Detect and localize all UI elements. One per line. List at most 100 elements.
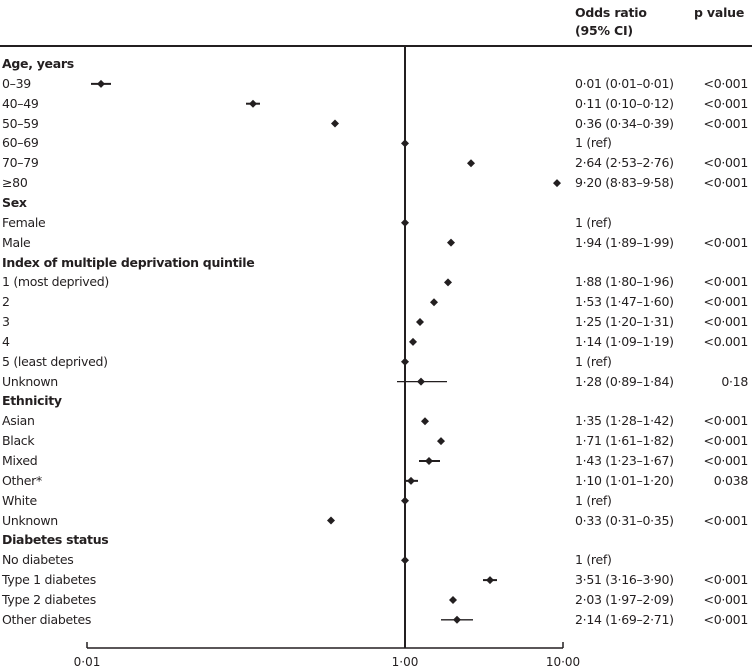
row-label: Female [2,214,46,230]
odds-ratio-value: 1·25 (1·20–1·31) [575,314,674,330]
point-estimate-marker [401,139,409,148]
point-estimate-marker [407,476,415,485]
point-estimate-marker [430,298,438,307]
point-estimate-marker [486,576,494,585]
odds-ratio-value: 1·14 (1·09–1·19) [575,333,674,349]
p-value: <0·001 [703,433,749,449]
row-label: 60–69 [2,135,39,151]
section-heading: Sex [2,194,27,210]
point-estimate-marker [553,179,561,188]
point-estimate-marker [97,79,105,88]
p-value: <0·001 [703,234,749,250]
odds-ratio-value: 0·11 (0·10–0·12) [575,95,674,111]
point-estimate-marker [421,417,429,426]
p-value: <0·001 [703,95,749,111]
odds-ratio-value: 1 (ref) [575,353,612,369]
row-label: 70–79 [2,155,39,171]
odds-ratio-value: 0·01 (0·01–0·01) [575,75,674,91]
or-header-line1: Odds ratio [575,5,647,20]
point-estimate-marker [401,357,409,366]
point-estimate-marker [401,218,409,227]
point-estimate-marker [331,119,339,128]
p-value: <0·001 [703,453,749,468]
row-label: Other* [2,472,42,488]
row-label: ≥80 [2,175,28,191]
row-label: Type 2 diabetes [2,591,96,607]
point-estimate-marker [453,615,461,624]
odds-ratio-value: 1·53 (1·47–1·60) [575,294,674,310]
p-value: <0·001 [703,274,749,290]
p-value: <0·001 [703,611,749,627]
odds-ratio-value: 1·28 (0·89–1·84) [575,373,674,389]
p-value: <0·001 [703,175,749,191]
odds-ratio-value: 9·20 (8·83–9·58) [575,175,674,191]
section-heading: Index of multiple deprivation quintile [2,254,255,270]
point-estimate-marker [437,437,445,446]
p-value: <0·001 [703,294,749,310]
row-label: Unknown [2,512,58,528]
p-value: <0·001 [703,413,749,429]
p-value: 0·18 [721,373,748,389]
point-estimate-marker [444,278,452,287]
row-label: 2 [2,294,10,310]
row-label: Asian [2,413,35,429]
odds-ratio-value: 1·88 (1·80–1·96) [575,274,674,290]
odds-ratio-value: 1·35 (1·28–1·42) [575,413,674,429]
point-estimate-marker [467,159,475,168]
or-header-line2: (95% CI) [575,23,633,38]
header-rule [0,45,752,47]
odds-ratio-value: 0·36 (0·34–0·39) [575,115,674,131]
row-label: White [2,492,37,508]
section-heading: Diabetes status [2,532,109,548]
p-value: <0·001 [703,155,749,171]
row-label: 5 (least deprived) [2,353,108,369]
odds-ratio-value: 1 (ref) [575,214,612,230]
row-label: 40–49 [2,95,39,111]
x-tick-label: 1·00 [391,655,419,669]
point-estimate-marker [417,377,425,386]
point-estimate-marker [425,457,433,465]
point-estimate-marker [409,337,417,346]
point-estimate-marker [327,516,335,525]
point-estimate-marker [447,238,455,247]
point-estimate-marker [249,99,257,108]
p-value: 0·038 [713,472,749,488]
odds-ratio-value: 2·64 (2·53–2·76) [575,155,674,171]
row-label: No diabetes [2,552,74,568]
row-label: Other diabetes [2,611,92,627]
row-label: Unknown [2,373,58,389]
section-heading: Age, years [2,56,74,71]
p-value: <0·001 [703,314,749,330]
row-label: 50–59 [2,115,39,131]
point-estimate-marker [401,496,409,505]
p-value: <0·001 [703,591,749,607]
odds-ratio-value: 3·51 (3·16–3·90) [575,572,674,588]
row-label: 0–39 [2,75,31,91]
odds-ratio-value: 1·94 (1·89–1·99) [575,234,674,250]
odds-ratio-value: 1·71 (1·61–1·82) [575,433,674,449]
p-value: <0·001 [703,75,749,91]
section-heading: Ethnicity [2,393,62,409]
p-value: <0·001 [703,115,749,131]
row-label: Black [2,433,35,449]
row-label: Mixed [2,453,38,468]
p-value: <0·001 [703,512,749,528]
p-value-header: p value [694,5,745,20]
point-estimate-marker [416,318,424,327]
row-label: Male [2,234,31,250]
row-label: Type 1 diabetes [2,572,96,588]
odds-ratio-value: 2·14 (1·69–2·71) [575,611,674,627]
odds-ratio-value: 1 (ref) [575,552,612,568]
p-value: <0·001 [703,572,749,588]
point-estimate-marker [401,556,409,565]
odds-ratio-value: 1·43 (1·23–1·67) [575,453,674,468]
x-tick-label: 0·01 [73,655,101,669]
odds-ratio-value: 0·33 (0·31–0·35) [575,512,674,528]
row-label: 4 [2,333,10,349]
odds-ratio-value: 1 (ref) [575,492,612,508]
point-estimate-marker [449,595,457,604]
odds-ratio-value: 1·10 (1·01–1·20) [575,472,674,488]
x-tick-label: 10·00 [545,655,581,669]
odds-ratio-value: 2·03 (1·97–2·09) [575,591,674,607]
odds-ratio-value: 1 (ref) [575,135,612,151]
